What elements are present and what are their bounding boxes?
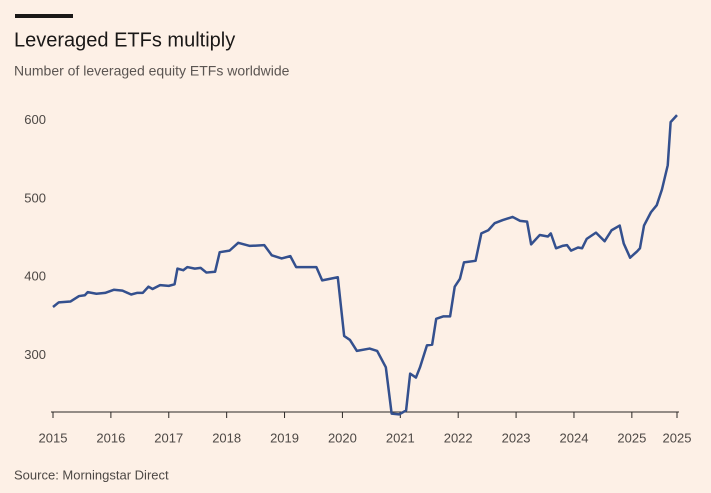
x-tick-label: 2017: [154, 430, 183, 445]
y-tick-label: 400: [24, 269, 46, 284]
y-tick-label: 600: [24, 112, 46, 127]
x-tick-label: 2018: [212, 430, 241, 445]
x-tick-label: 2016: [96, 430, 125, 445]
x-tick-label: 2019: [270, 430, 299, 445]
chart-title: Leveraged ETFs multiply: [14, 29, 235, 51]
y-tick-label: 300: [24, 347, 46, 362]
data-line: [52, 114, 678, 416]
chart-subtitle: Number of leveraged equity ETFs worldwid…: [14, 63, 290, 79]
x-tick-label: 2015: [39, 430, 68, 445]
x-tick-label: 2025: [617, 430, 646, 445]
x-tick-label: 2023: [502, 430, 531, 445]
y-tick-label: 500: [24, 190, 46, 205]
x-tick-label: 2020: [328, 430, 357, 445]
x-tick-label: 2021: [386, 430, 415, 445]
source: Source: Morningstar Direct: [14, 467, 169, 482]
x-tick-label: 2025: [663, 430, 692, 445]
brand-bar: [15, 14, 73, 18]
x-tick-label: 2022: [444, 430, 473, 445]
x-tick-label: 2024: [560, 430, 589, 445]
